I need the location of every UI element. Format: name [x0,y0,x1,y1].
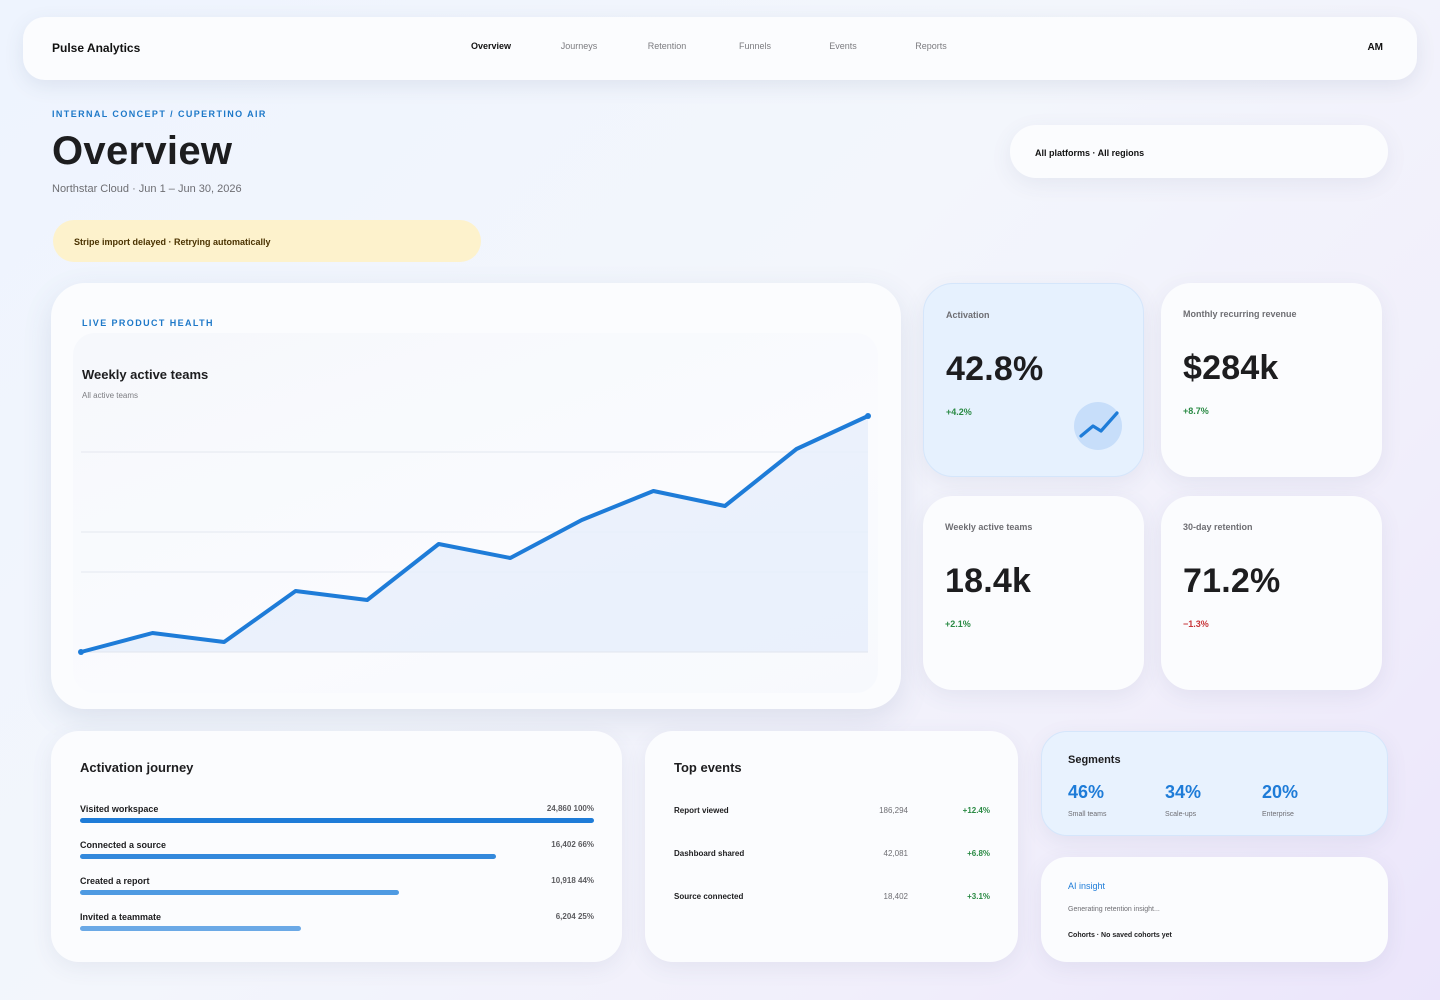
chart-panel [73,333,878,693]
step-label: Invited a teammate [80,912,162,922]
platform-region-filter[interactable]: All platforms · All regions [1010,125,1388,178]
cohorts-status[interactable]: Cohorts · No saved cohorts yet [1068,932,1172,939]
segment-small-teams[interactable]: 46% Small teams [1068,782,1158,818]
event-count: 186,294 [879,806,908,815]
metric-card-activation[interactable]: Activation 42.8% +4.2% [923,283,1144,477]
segment-label: Enterprise [1262,811,1294,818]
step-label: Visited workspace [80,804,159,814]
segment-value: 34% [1165,782,1202,802]
metric-delta: +2.1% [945,619,971,629]
event-change: +12.4% [962,806,990,815]
metric-value: $284k [1183,349,1279,387]
metric-delta: −1.3% [1183,619,1209,629]
tab-funnels[interactable]: Funnels [738,41,772,51]
metric-card-mrr[interactable]: Monthly recurring revenue $284k +8.7% [1161,283,1382,477]
segment-enterprise[interactable]: 20% Enterprise [1262,782,1352,818]
avatar[interactable]: AM [1367,42,1383,53]
event-change: +3.1% [967,892,990,901]
step-bar-track [80,926,594,931]
tab-journeys[interactable]: Journeys [560,41,598,51]
chart-subtitle: All active teams [82,391,139,400]
step-bar-track [80,890,594,895]
metric-value: 18.4k [945,562,1032,600]
tab-reports[interactable]: Reports [915,41,947,51]
journey-step[interactable]: Created a report 10,918 44% [80,876,594,906]
brand-name[interactable]: Pulse Analytics [52,41,141,55]
metric-delta: +8.7% [1183,406,1209,416]
metric-value: 71.2% [1183,562,1281,600]
journey-step[interactable]: Invited a teammate 6,204 25% [80,912,594,942]
hero-eyebrow: LIVE PRODUCT HEALTH [82,318,214,328]
event-name: Report viewed [674,806,729,815]
metric-label: Monthly recurring revenue [1183,309,1297,319]
event-count: 42,081 [883,849,908,858]
metric-value: 42.8% [946,350,1044,388]
insight-status: Generating retention insight... [1068,906,1160,913]
metric-label: Activation [946,310,990,320]
step-stat: 10,918 44% [551,876,594,885]
segment-scale-ups[interactable]: 34% Scale-ups [1165,782,1255,818]
segments-title: Segments [1068,754,1121,766]
top-events-card: Top events Report viewed 186,294 +12.4% … [645,731,1018,962]
step-bar-fill [80,854,497,859]
step-bar-fill [80,890,399,895]
chart-title: Weekly active teams [82,367,209,382]
tab-events[interactable]: Events [829,41,857,51]
events-title: Top events [674,760,742,775]
segments-card[interactable]: Segments 46% Small teams 34% Scale-ups 2… [1041,731,1388,836]
alert-text: Stripe import delayed · Retrying automat… [74,237,271,247]
page-subtitle: Northstar Cloud · Jun 1 – Jun 30, 2026 [52,183,242,195]
step-bar-track [80,818,594,823]
live-product-health-card [51,283,901,709]
step-stat: 6,204 25% [555,912,594,921]
event-name: Dashboard shared [674,849,745,858]
activation-journey-card: Activation journey Visited workspace 24,… [51,731,622,962]
step-bar-track [80,854,594,859]
journey-title: Activation journey [80,760,194,775]
metric-label: Weekly active teams [945,522,1033,532]
step-stat: 16,402 66% [551,840,594,849]
metric-delta: +4.2% [946,407,972,417]
metric-label: 30-day retention [1183,522,1253,532]
metric-card-weekly-active-teams[interactable]: Weekly active teams 18.4k +2.1% [923,496,1144,690]
step-label: Created a report [80,876,150,886]
event-count: 18,402 [883,892,908,901]
tab-retention[interactable]: Retention [647,41,687,51]
tab-overview[interactable]: Overview [470,41,512,51]
insight-title[interactable]: AI insight [1068,881,1106,891]
nav-tabs: Overview Journeys Retention Funnels Even… [447,41,975,51]
event-change: +6.8% [967,849,990,858]
top-nav: Pulse Analytics Overview Journeys Retent… [23,17,1417,80]
journey-step[interactable]: Connected a source 16,402 66% [80,840,594,870]
step-stat: 24,860 100% [546,804,594,813]
step-label: Connected a source [80,840,167,850]
filter-label: All platforms · All regions [1035,148,1145,158]
event-name: Source connected [674,892,744,901]
segment-label: Small teams [1068,811,1107,818]
page-eyebrow: INTERNAL CONCEPT / CUPERTINO AIR [52,109,267,119]
segment-value: 46% [1068,782,1105,802]
import-alert-banner: Stripe import delayed · Retrying automat… [53,220,481,262]
ai-insight-card: AI insight Generating retention insight.… [1041,857,1388,962]
step-bar-fill [80,926,302,931]
segment-value: 20% [1262,782,1299,802]
segment-label: Scale-ups [1165,811,1197,818]
trend-up-icon [1074,402,1122,450]
page-title: Overview [52,129,233,173]
step-bar-fill [80,818,594,823]
journey-step[interactable]: Visited workspace 24,860 100% [80,804,594,834]
metric-card-retention[interactable]: 30-day retention 71.2% −1.3% [1161,496,1382,690]
